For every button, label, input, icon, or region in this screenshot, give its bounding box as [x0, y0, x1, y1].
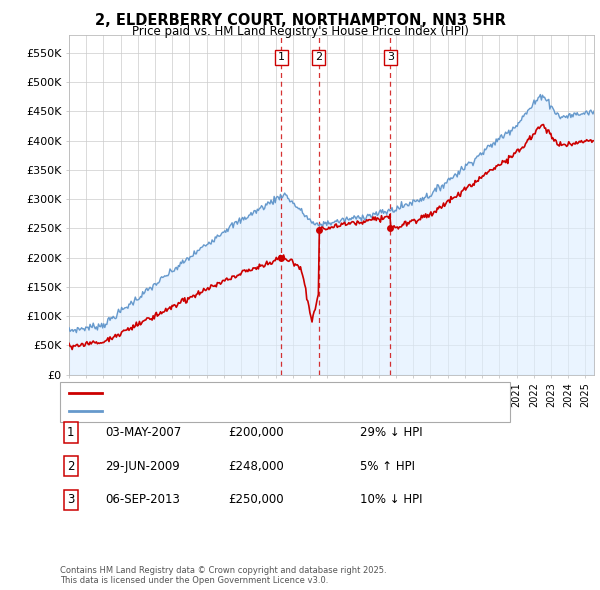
Text: £250,000: £250,000 — [228, 493, 284, 506]
Text: 03-MAY-2007: 03-MAY-2007 — [105, 426, 181, 439]
Text: 3: 3 — [387, 53, 394, 63]
Text: 2, ELDERBERRY COURT, NORTHAMPTON, NN3 5HR (detached house): 2, ELDERBERRY COURT, NORTHAMPTON, NN3 5H… — [109, 388, 465, 398]
Text: Price paid vs. HM Land Registry's House Price Index (HPI): Price paid vs. HM Land Registry's House … — [131, 25, 469, 38]
Text: 5% ↑ HPI: 5% ↑ HPI — [360, 460, 415, 473]
Text: 1: 1 — [278, 53, 285, 63]
Text: Contains HM Land Registry data © Crown copyright and database right 2025.
This d: Contains HM Land Registry data © Crown c… — [60, 566, 386, 585]
Text: HPI: Average price, detached house, West Northamptonshire: HPI: Average price, detached house, West… — [109, 405, 426, 415]
Text: 29-JUN-2009: 29-JUN-2009 — [105, 460, 180, 473]
Text: 1: 1 — [67, 426, 74, 439]
Text: 2, ELDERBERRY COURT, NORTHAMPTON, NN3 5HR: 2, ELDERBERRY COURT, NORTHAMPTON, NN3 5H… — [95, 13, 505, 28]
Text: 29% ↓ HPI: 29% ↓ HPI — [360, 426, 422, 439]
Text: 3: 3 — [67, 493, 74, 506]
Text: 06-SEP-2013: 06-SEP-2013 — [105, 493, 180, 506]
Text: 2: 2 — [67, 460, 74, 473]
Text: £248,000: £248,000 — [228, 460, 284, 473]
Text: 10% ↓ HPI: 10% ↓ HPI — [360, 493, 422, 506]
Text: £200,000: £200,000 — [228, 426, 284, 439]
Text: 2: 2 — [315, 53, 322, 63]
